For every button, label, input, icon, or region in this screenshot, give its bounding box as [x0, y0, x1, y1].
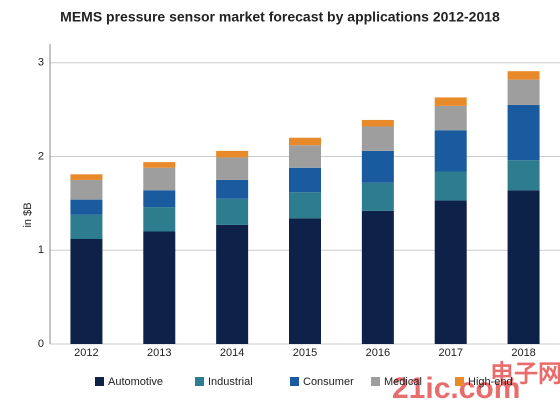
x-tick-label: 2013 [147, 347, 171, 359]
bar-segment [361, 210, 394, 344]
bar-segment [289, 218, 321, 344]
legend-label: Medical [384, 376, 422, 388]
legend-swatch [371, 377, 380, 386]
y-tick-label: 0 [38, 338, 44, 350]
bar-segment [361, 150, 394, 183]
x-tick-label: 2018 [511, 347, 535, 359]
bar-segment [216, 198, 249, 225]
y-tick-label: 2 [38, 150, 44, 162]
x-tick-label: 2016 [366, 347, 390, 359]
x-tick-label: 2012 [74, 347, 98, 359]
bar-segment [70, 214, 103, 239]
x-tick-label: 2015 [293, 347, 317, 359]
bar-segment [143, 231, 176, 344]
bar-segment [507, 79, 540, 105]
bar-segment [434, 130, 467, 172]
bar-segment [434, 200, 467, 344]
legend-label: Industrial [208, 376, 253, 388]
bar-segment [289, 192, 321, 219]
bar-segment [507, 190, 540, 344]
y-tick-label: 3 [38, 57, 44, 69]
bar-segment [361, 119, 394, 127]
bar-segment [143, 207, 176, 232]
bar-segment [289, 137, 321, 146]
bar-segment [70, 174, 103, 180]
bar-segment [507, 160, 540, 191]
legend-swatch [290, 377, 299, 386]
legend-swatch [195, 377, 204, 386]
bar-segment [216, 224, 249, 344]
x-tick-label: 2017 [438, 347, 462, 359]
bar-segment [143, 162, 176, 168]
legend-swatch [95, 377, 104, 386]
legend-label: Consumer [303, 376, 354, 388]
bar-segment [507, 71, 540, 80]
bar-segment [361, 126, 394, 151]
y-tick-label: 1 [38, 244, 44, 256]
bar-segment [216, 150, 249, 158]
bar-segment [361, 182, 394, 211]
watermark: 电子网 [490, 360, 560, 387]
legend-label: High-end [468, 376, 513, 388]
bar-segment [143, 167, 176, 191]
bar-segment [434, 171, 467, 201]
bar-segment [434, 105, 467, 131]
bar-segment [216, 179, 249, 199]
bar-segment [507, 104, 540, 161]
chart-title: MEMS pressure sensor market forecast by … [60, 9, 500, 25]
bar-segment [434, 97, 467, 106]
bar-segment [143, 190, 176, 208]
bar-segment [70, 239, 103, 344]
legend-swatch [455, 377, 464, 386]
x-tick-label: 2014 [220, 347, 244, 359]
y-axis-label: in $B [22, 202, 34, 227]
bar-segment [216, 157, 249, 180]
legend-label: Automotive [108, 376, 163, 388]
bar-segment [289, 167, 321, 193]
bar-segment [70, 179, 103, 200]
bar-segment [70, 199, 103, 215]
bar-segment [289, 145, 321, 168]
